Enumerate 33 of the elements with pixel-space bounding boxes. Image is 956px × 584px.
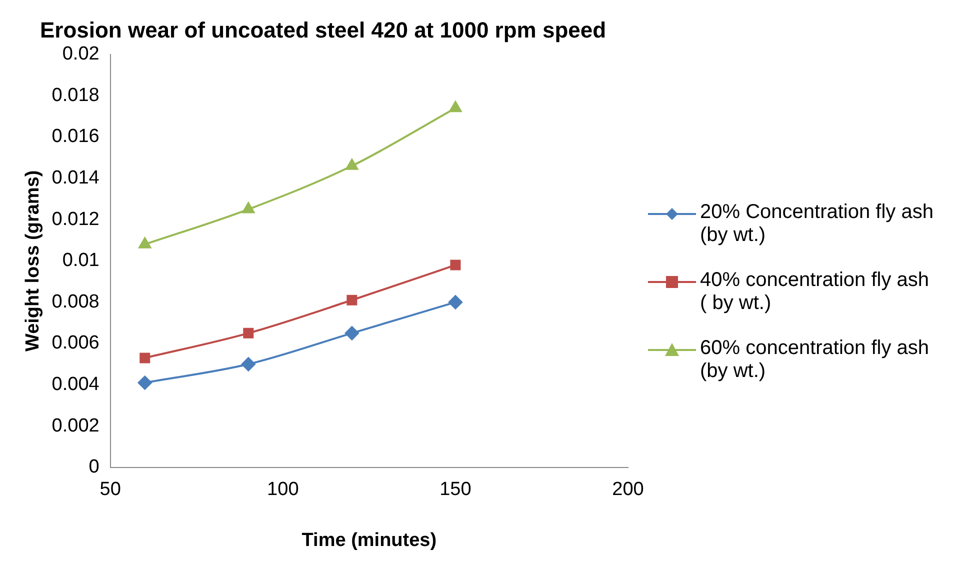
x-tick-label: 100 (267, 479, 299, 500)
point (448, 295, 462, 310)
y-tick-label: 0.002 (52, 415, 100, 436)
legend-label: 40% concentration fly ash ( by wt.) (700, 269, 930, 315)
y-tick-label: 0.016 (52, 126, 100, 148)
y-tick-label: 0 (88, 456, 100, 478)
x-tick-label: 150 (440, 479, 472, 500)
x-tick-label: 50 (100, 479, 121, 500)
x-tick-label: 200 (612, 479, 644, 500)
point (138, 237, 152, 248)
y-tick-label: 0.01 (62, 250, 100, 272)
y-tick-label: 0.012 (52, 208, 100, 230)
legend-label: 60% concentration fly ash (by wt.) (700, 337, 930, 383)
y-tick-label: 0.018 (52, 84, 100, 106)
point (346, 294, 358, 306)
point (140, 352, 150, 364)
point (346, 158, 358, 170)
point (241, 357, 256, 372)
y-tick-label: 0.006 (52, 332, 100, 354)
x-axis-title: Time (minutes) (302, 530, 437, 551)
y-tick-label: 0.008 (52, 291, 100, 312)
point (138, 376, 152, 390)
chart-title: Erosion wear of uncoated steel 420 at 1000 rpm speed (40, 17, 606, 42)
point (344, 326, 359, 340)
y-tick-label: 0.014 (52, 168, 100, 189)
point (243, 328, 254, 338)
point (242, 202, 255, 214)
legend-label: 20% Concentration fly ash (by wt.) (700, 201, 934, 247)
point (450, 260, 461, 270)
y-tick-label: 0.02 (62, 44, 100, 65)
y-axis-title: Weight loss (grams) (22, 170, 44, 352)
point (449, 101, 462, 112)
y-tick-label: 0.004 (52, 374, 100, 396)
